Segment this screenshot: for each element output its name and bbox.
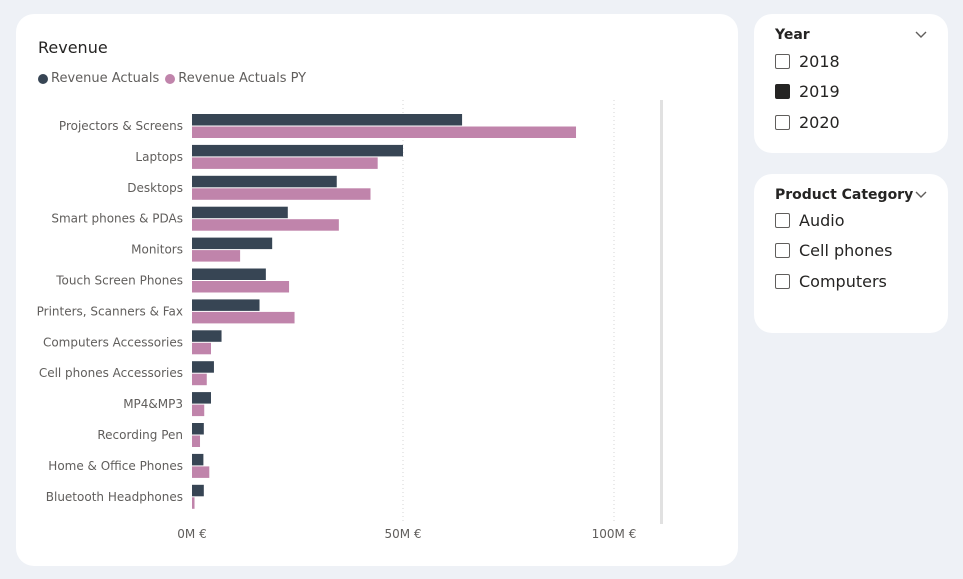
bar-revenue-actuals[interactable]	[192, 114, 463, 126]
bar-revenue-actuals-py[interactable]	[192, 281, 290, 293]
bar-revenue-actuals-py[interactable]	[192, 373, 207, 386]
bar-revenue-actuals[interactable]	[192, 268, 266, 281]
category-label: Printers, Scanners & Fax	[37, 304, 183, 318]
checkbox-cell-phones[interactable]	[775, 243, 790, 258]
checkbox-2018[interactable]	[775, 54, 790, 69]
category-option-label: Audio	[799, 211, 845, 230]
bar-revenue-actuals-py[interactable]	[192, 157, 378, 169]
legend-label-actuals: Revenue Actuals	[51, 71, 160, 86]
chevron-down-icon[interactable]	[914, 188, 928, 202]
bar-revenue-actuals-py[interactable]	[192, 342, 211, 355]
year-option-2018[interactable]: 2018	[775, 52, 840, 71]
legend-label-actuals-py: Revenue Actuals PY	[178, 71, 307, 86]
chart-legend: Revenue Actuals Revenue Actuals PY	[38, 71, 312, 86]
bar-chart-plot: Projectors & Screens Laptops Desktops Smart…	[37, 100, 663, 541]
checkbox-2019[interactable]	[775, 84, 790, 99]
category-label: MP4&MP3	[123, 397, 183, 411]
bar-revenue-actuals[interactable]	[192, 237, 273, 250]
x-tick-label: 0M €	[177, 527, 206, 541]
category-slicer-title: Product Category	[775, 187, 914, 203]
legend-item-actuals-py[interactable]: Revenue Actuals PY	[165, 71, 306, 86]
legend-item-actuals[interactable]: Revenue Actuals	[38, 71, 159, 86]
bar-revenue-actuals-py[interactable]	[192, 126, 577, 139]
year-option-label: 2019	[799, 82, 840, 101]
bar-revenue-actuals-py[interactable]	[192, 219, 339, 231]
category-label: Smart phones & PDAs	[51, 212, 183, 226]
year-slicer: Year 2018 2019 2020	[754, 14, 948, 153]
product-category-slicer: Product Category Audio Cell phones Compu…	[754, 174, 948, 333]
x-tick-label: 100M €	[592, 527, 637, 541]
category-label: Recording Pen	[97, 428, 183, 442]
category-option-label: Computers	[799, 272, 887, 291]
category-option-label: Cell phones	[799, 241, 893, 260]
x-tick-label: 50M €	[384, 527, 421, 541]
bar-revenue-actuals-py[interactable]	[192, 466, 210, 478]
checkbox-2020[interactable]	[775, 115, 790, 130]
year-option-label: 2018	[799, 52, 840, 71]
category-label: Bluetooth Headphones	[46, 490, 183, 504]
category-label: Monitors	[131, 243, 183, 257]
category-option-computers[interactable]: Computers	[775, 272, 887, 291]
category-option-cell-phones[interactable]: Cell phones	[775, 241, 892, 260]
bar-revenue-actuals[interactable]	[192, 361, 214, 373]
category-label: Projectors & Screens	[59, 119, 183, 133]
bar-revenue-actuals[interactable]	[192, 330, 222, 342]
year-option-2019[interactable]: 2019	[775, 82, 840, 101]
bar-revenue-actuals-py[interactable]	[192, 404, 205, 417]
category-label: Computers Accessories	[43, 335, 183, 349]
category-label: Touch Screen Phones	[55, 274, 183, 288]
bar-revenue-actuals-py[interactable]	[192, 497, 195, 509]
bar-revenue-actuals-py[interactable]	[192, 250, 241, 262]
year-option-label: 2020	[799, 113, 840, 132]
chart-title: Revenue	[38, 38, 108, 57]
year-slicer-title: Year	[775, 27, 810, 43]
bar-revenue-actuals[interactable]	[192, 392, 211, 404]
category-label: Home & Office Phones	[48, 459, 183, 473]
bar-revenue-actuals[interactable]	[192, 206, 288, 219]
bar-revenue-actuals[interactable]	[192, 453, 204, 466]
legend-dot-actuals-py	[165, 73, 176, 84]
category-label: Laptops	[135, 150, 183, 164]
revenue-chart-card: Revenue Revenue Actuals Revenue Actuals …	[16, 14, 738, 566]
bar-revenue-actuals-py[interactable]	[192, 435, 201, 448]
bar-revenue-actuals-py[interactable]	[192, 188, 371, 200]
bar-revenue-actuals[interactable]	[192, 484, 204, 497]
category-label: Cell phones Accessories	[39, 366, 183, 380]
category-label: Desktops	[127, 181, 183, 195]
checkbox-audio[interactable]	[775, 213, 790, 228]
category-option-audio[interactable]: Audio	[775, 211, 844, 230]
legend-dot-actuals	[38, 73, 48, 84]
bar-revenue-actuals[interactable]	[192, 144, 403, 157]
bar-revenue-actuals[interactable]	[192, 423, 204, 435]
checkbox-computers[interactable]	[775, 274, 790, 289]
chevron-down-icon[interactable]	[914, 28, 928, 42]
bar-revenue-actuals[interactable]	[192, 299, 260, 311]
year-option-2020[interactable]: 2020	[775, 113, 840, 132]
bar-revenue-actuals[interactable]	[192, 175, 337, 188]
chart-scrollbar[interactable]	[660, 100, 663, 524]
bar-revenue-actuals-py[interactable]	[192, 311, 295, 324]
